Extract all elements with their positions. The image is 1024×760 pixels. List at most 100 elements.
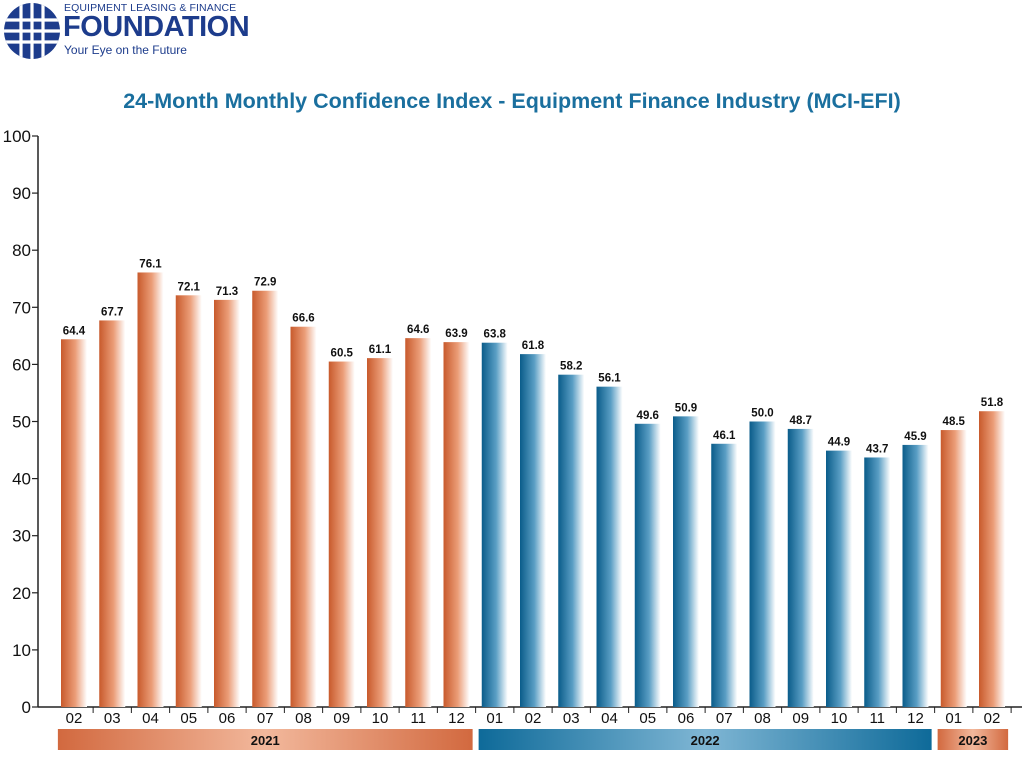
bar (405, 338, 432, 707)
x-tick-label: 12 (448, 710, 465, 727)
data-label: 45.9 (904, 431, 926, 443)
y-tick-label: 90 (12, 184, 31, 203)
x-tick-label: 07 (257, 710, 274, 727)
data-label: 44.9 (828, 437, 850, 449)
bar (290, 326, 317, 707)
y-tick-label: 70 (12, 298, 31, 317)
bars (61, 272, 1005, 707)
bar (252, 290, 279, 707)
bar (61, 339, 87, 707)
x-tick-label: 04 (142, 710, 159, 727)
bar (749, 421, 776, 707)
brand-name: FOUNDATION (63, 11, 250, 43)
x-tick-label: 07 (716, 710, 733, 727)
x-tick-label: 01 (945, 710, 962, 727)
bar (328, 361, 355, 707)
data-label: 58.2 (560, 361, 582, 373)
data-label: 51.8 (981, 397, 1004, 409)
bar (367, 358, 393, 707)
bar (787, 428, 814, 707)
x-tick-label: 08 (295, 710, 312, 727)
bar (826, 450, 852, 707)
x-tick-label: 06 (219, 710, 236, 727)
x-tick-label: 08 (754, 710, 771, 727)
year-label: 2022 (691, 733, 720, 748)
x-tick-label: 03 (104, 710, 121, 727)
x-tick-label: 03 (563, 710, 580, 727)
x-tick-label: 05 (639, 710, 656, 727)
data-label: 49.6 (637, 410, 659, 422)
data-label: 64.6 (407, 324, 429, 336)
data-label: 76.1 (139, 258, 162, 270)
bar (558, 374, 585, 707)
y-tick-label: 0 (22, 698, 31, 717)
data-label: 72.1 (178, 281, 201, 293)
x-tick-label: 05 (180, 710, 197, 727)
x-tick-label: 09 (333, 710, 350, 727)
y-tick-label: 50 (12, 413, 31, 432)
org-line: EQUIPMENT LEASING & FINANCE (64, 2, 237, 14)
x-tick-label: 11 (410, 710, 426, 727)
x-tick-label: 02 (525, 710, 542, 727)
data-label: 61.8 (522, 340, 545, 352)
data-label: 61.1 (369, 344, 392, 356)
x-tick-label: 10 (372, 710, 389, 727)
data-label: 60.5 (331, 348, 354, 360)
bar (214, 299, 240, 707)
year-label: 2021 (251, 733, 280, 748)
y-tick-label: 60 (12, 355, 31, 374)
globe-logo-icon (4, 3, 60, 59)
y-tick-label: 80 (12, 241, 31, 260)
bar (520, 354, 546, 707)
tagline: Your Eye on the Future (64, 43, 187, 57)
bar (596, 386, 623, 707)
year-groups: 2021 2022 2023 (57, 729, 1009, 750)
data-label: 66.6 (292, 313, 314, 325)
year-label: 2023 (958, 733, 987, 748)
y-tick-label: 30 (12, 527, 31, 546)
data-label: 46.1 (713, 430, 736, 442)
year-band (937, 729, 1009, 750)
bar (902, 444, 929, 707)
y-tick-label: 40 (12, 470, 31, 489)
x-tick-label: 02 (66, 710, 83, 727)
data-label: 63.8 (484, 329, 507, 341)
bar (673, 416, 699, 707)
year-band (57, 729, 473, 750)
y-tick-label: 20 (12, 584, 31, 603)
data-label: 48.5 (943, 416, 966, 428)
x-axis-ticks: 02 03 04 05 06 07 08 09 10 11 12 01 02 03 04 05 06 07 08 09… (66, 707, 1012, 727)
x-tick-label: 09 (792, 710, 809, 727)
x-tick-label: 01 (486, 710, 503, 727)
bar (940, 430, 967, 707)
chart-title: 24-Month Monthly Confidence Index - Equi… (123, 89, 901, 113)
bar (137, 272, 164, 707)
bar (481, 342, 508, 707)
bar (864, 457, 891, 707)
y-tick-label: 10 (12, 641, 31, 660)
bar (175, 295, 202, 707)
foundation-logo: EQUIPMENT LEASING & FINANCE FOUNDATION Y… (0, 0, 300, 62)
x-tick-label: 06 (678, 710, 695, 727)
bar (979, 411, 1005, 707)
data-label: 50.9 (675, 402, 697, 414)
data-label: 64.4 (63, 325, 86, 337)
data-label: 50.0 (751, 408, 773, 420)
bar (443, 342, 470, 707)
x-tick-label: 10 (831, 710, 848, 727)
data-label: 67.7 (101, 306, 123, 318)
bar (99, 320, 126, 707)
bar (711, 443, 738, 707)
data-labels: 64.4 67.7 76.1 72.1 71.3 72.9 66.6 60.5 61.1 64.6… (63, 258, 1004, 455)
x-tick-label: 12 (907, 710, 924, 727)
y-tick-label: 100 (3, 127, 31, 146)
year-band (478, 729, 932, 750)
data-label: 56.1 (598, 373, 621, 385)
data-label: 71.3 (216, 286, 238, 298)
x-tick-label: 02 (984, 710, 1001, 727)
bar (634, 423, 661, 707)
axes: 0 10 20 30 40 50 60 70 80 90 100 (3, 127, 1022, 717)
data-label: 48.7 (790, 415, 812, 427)
data-label: 43.7 (866, 443, 888, 455)
